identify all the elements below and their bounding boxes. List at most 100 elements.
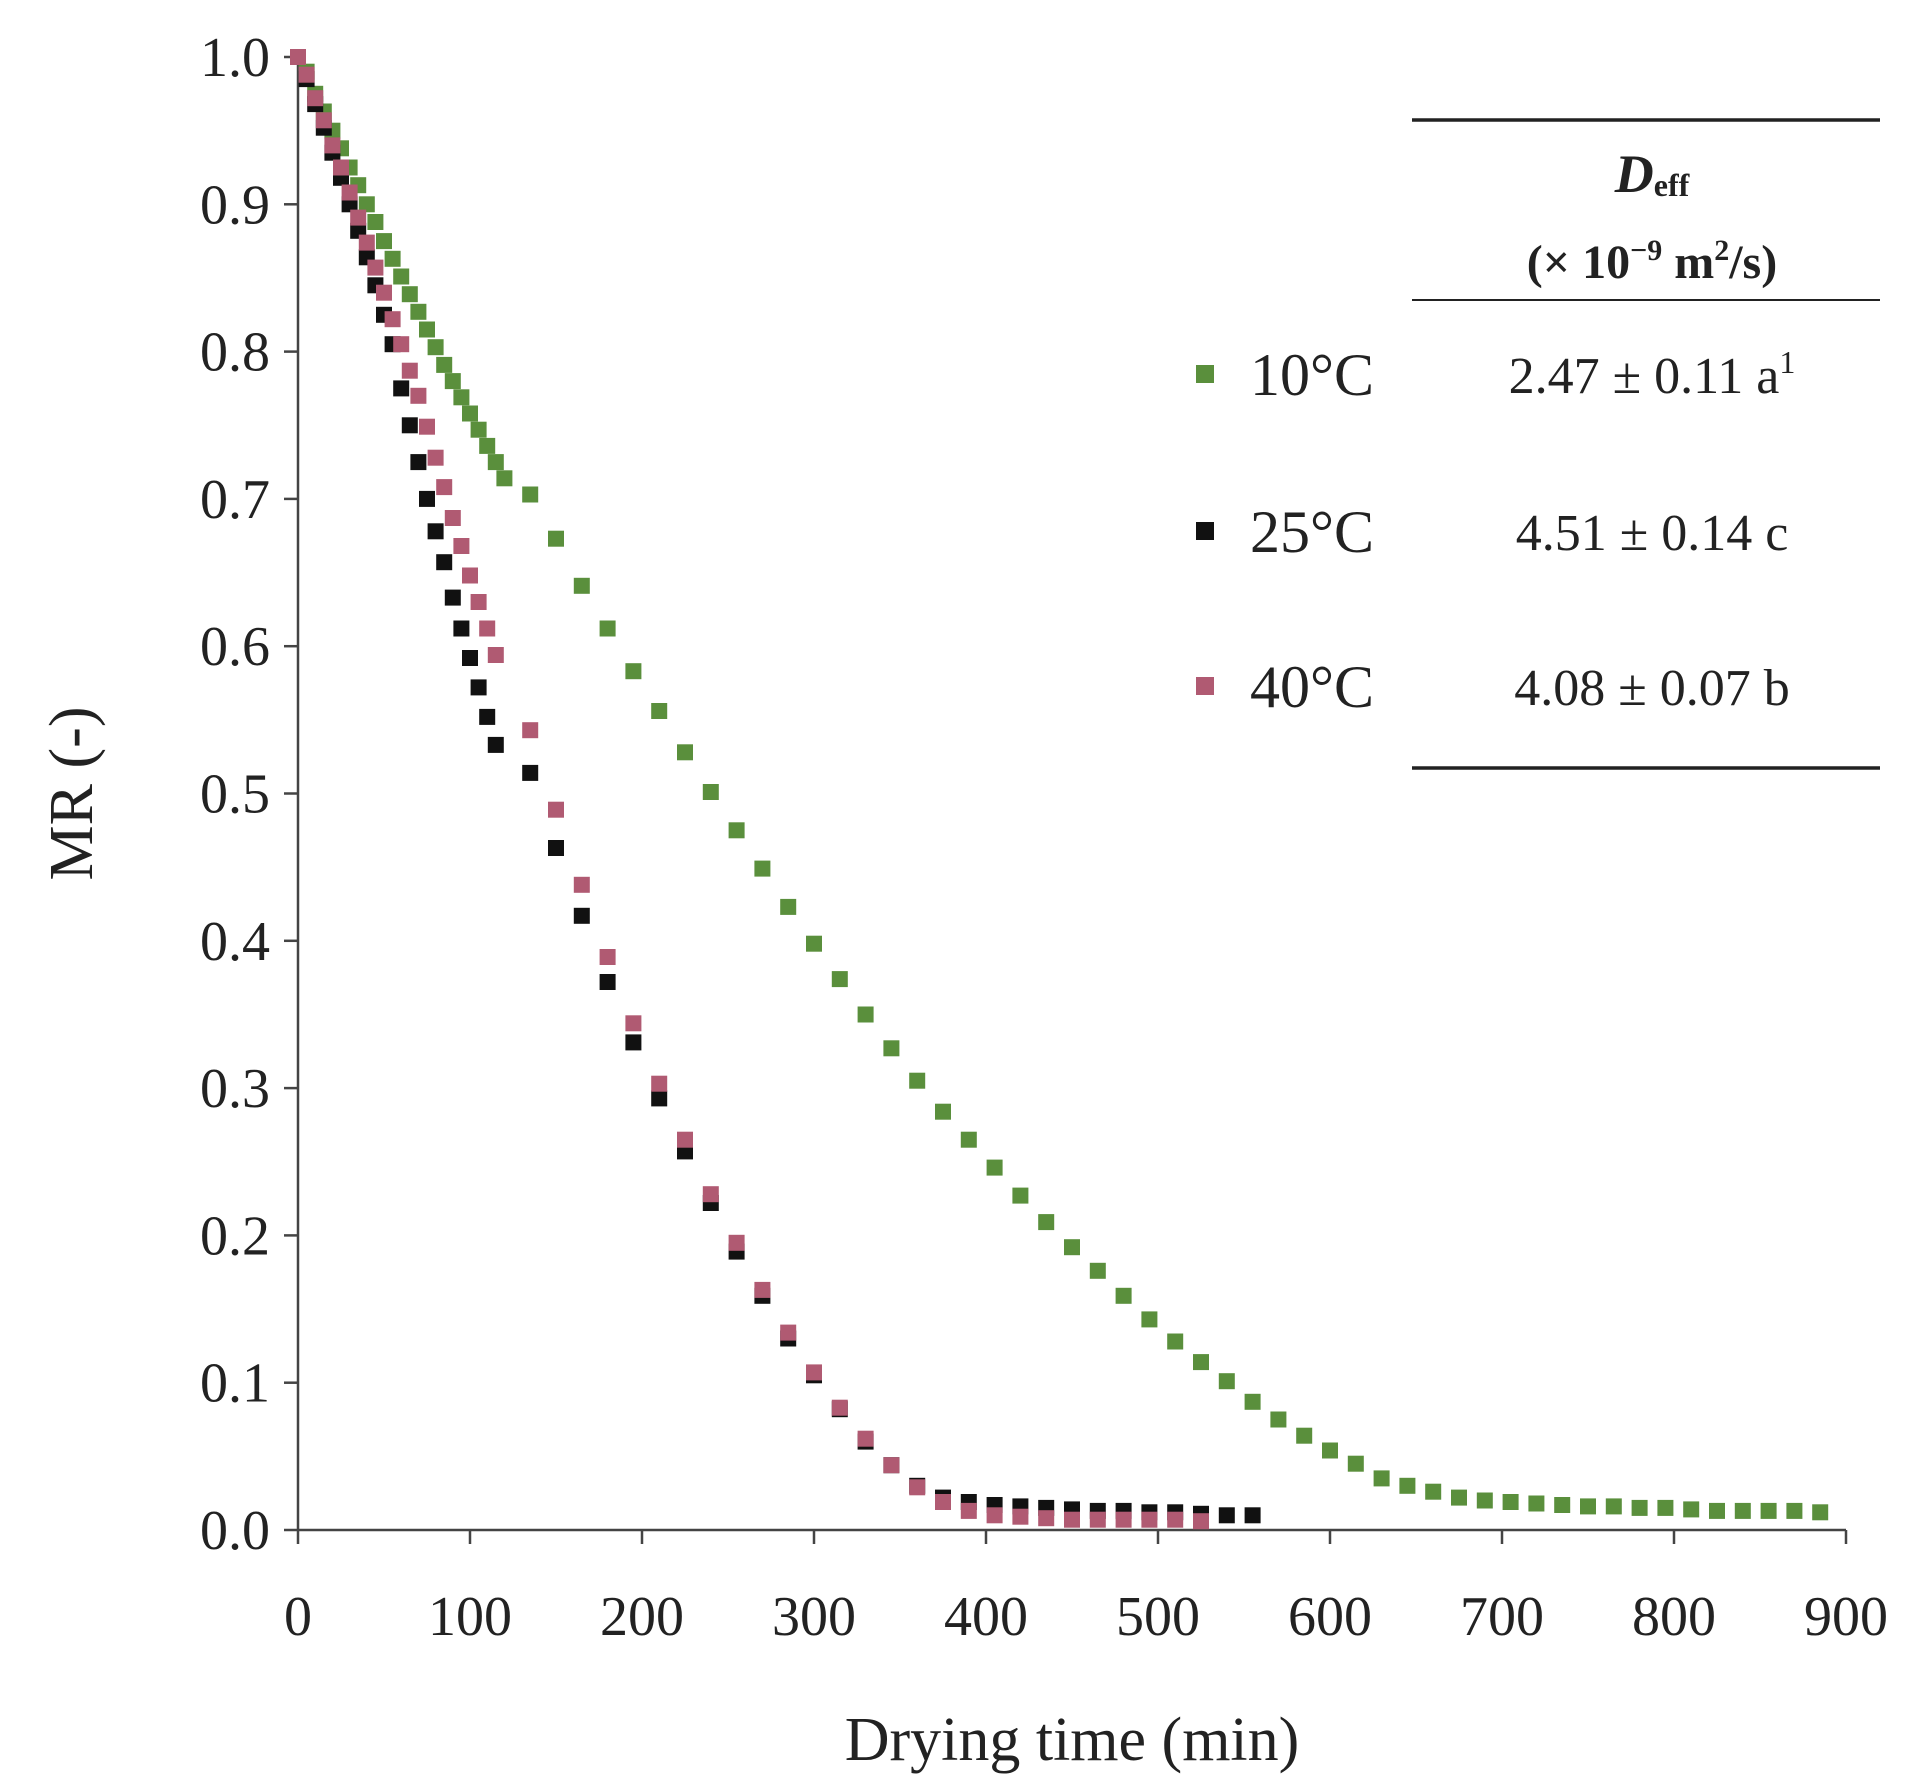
x-tick-label: 900 [1804,1586,1888,1648]
legend-label: 10°C [1250,342,1374,408]
data-point [1244,1393,1261,1410]
data-point [935,1103,951,1120]
legend-table: Deff (× 10−9 m2/s) 10°C 2.47 ± 0.11 a1 25°C 4… [1196,118,1880,770]
data-point [1064,1511,1080,1528]
data-point [453,389,470,406]
data-point [487,454,504,471]
x-tick-label: 200 [600,1586,684,1648]
x-tick-label: 800 [1632,1586,1716,1648]
deff-subscript: eff [1654,167,1690,203]
table-header-symbol: Deff [1614,144,1690,204]
series-25c [290,49,1261,1524]
data-point [462,567,478,584]
data-point [1373,1470,1390,1487]
deff-value-text: 4.08 ± 0.07 b [1514,660,1790,717]
data-point [410,303,427,320]
data-point [754,1281,771,1298]
data-point [599,949,616,965]
data-point [496,470,513,487]
data-point [410,454,427,471]
data-point [479,620,496,637]
data-point [522,722,539,739]
legend-swatch [1196,365,1214,383]
data-point [1476,1492,1493,1509]
y-tick-label: 0.8 [200,322,270,384]
deff-symbol: D [1614,144,1654,204]
y-axis-title: MR (-) [38,707,106,881]
data-point [728,1234,745,1251]
data-point [419,490,435,507]
data-point [470,594,487,610]
series-10c [290,49,1829,1521]
deff-value-text: 4.51 ± 0.14 c [1516,505,1789,562]
data-point [548,801,564,818]
data-point [522,764,539,781]
x-tick-label: 700 [1460,1586,1544,1648]
data-point [702,1186,719,1203]
data-point [436,356,453,373]
data-point [427,523,444,540]
data-point [625,1034,642,1051]
data-point [1115,1287,1132,1304]
legend-swatch [1196,522,1214,540]
data-point [1760,1502,1777,1519]
data-point [358,234,375,251]
data-point [573,907,590,924]
data-point [436,554,453,571]
data-point [625,1015,642,1032]
x-tick-label: 0 [284,1586,312,1648]
data-point [651,1090,668,1107]
data-point [1296,1427,1313,1444]
legend-row: 40°C 4.08 ± 0.07 b [1196,654,1790,720]
data-point [1218,1373,1235,1390]
x-axis-title: Drying time (min) [845,1706,1300,1774]
data-point [333,159,349,176]
data-point [1502,1494,1519,1510]
data-point [462,405,478,422]
data-point [358,196,375,213]
data-point [548,530,564,547]
data-point [522,486,539,503]
data-point [1528,1495,1545,1512]
data-point [909,1072,926,1089]
data-point [376,284,392,301]
data-point [487,736,504,753]
data-point [1580,1498,1596,1515]
data-point [857,1430,874,1447]
data-point [341,184,358,201]
data-point [780,898,797,915]
unit-part: m [1662,236,1714,289]
unit-part: 2 [1714,234,1729,267]
data-point [393,268,410,285]
data-point [1734,1502,1751,1519]
data-point [883,1040,900,1057]
y-tick-label: 0.5 [200,764,270,826]
data-point [1683,1501,1700,1518]
table-header-unit: (× 10−9 m2/s) [1527,234,1777,289]
data-point [986,1159,1003,1176]
data-point [290,49,306,65]
data-point [1089,1262,1106,1279]
data-point [1605,1498,1622,1515]
deff-value-text: 2.47 ± 0.11 a [1509,348,1780,405]
data-point [780,1324,797,1341]
data-point [599,620,616,637]
data-point [436,479,453,496]
data-point [470,421,487,438]
data-point [677,1131,693,1148]
data-point [831,971,848,988]
data-point [1167,1511,1184,1528]
data-point [1631,1499,1648,1516]
data-point [702,784,719,800]
data-point [444,510,461,526]
data-point [1012,1508,1029,1525]
data-point [401,286,418,303]
legend-label: 25°C [1250,499,1374,565]
data-point [831,1399,848,1416]
data-point [1399,1477,1416,1494]
data-point [1012,1187,1029,1204]
data-point [324,137,341,154]
data-point [462,650,478,666]
data-point [479,708,496,725]
data-point [367,214,384,230]
